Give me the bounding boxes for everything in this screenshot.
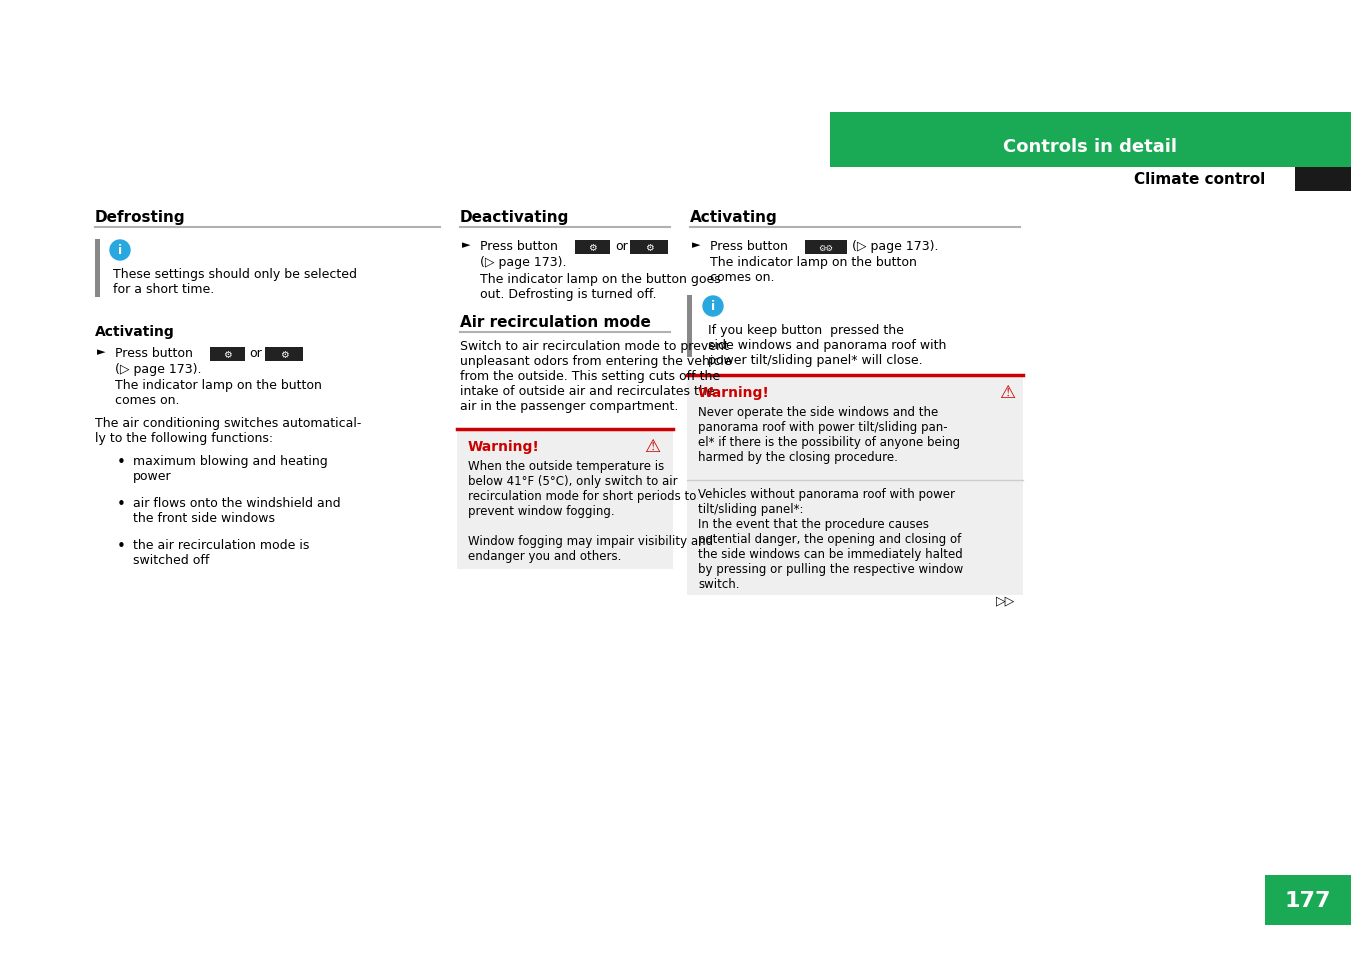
Text: ⚙⚙: ⚙⚙ [819,243,834,253]
Text: If you keep button  pressed the
side windows and panorama roof with
power tilt/s: If you keep button pressed the side wind… [708,324,946,367]
Bar [209,348,245,361]
Bar [630,241,667,254]
Text: When the outside temperature is
below 41°F (5°C), only switch to air
recirculati: When the outside temperature is below 41… [467,459,713,562]
Text: Warning!: Warning! [467,439,540,454]
Text: Defrosting: Defrosting [95,210,185,225]
Text: •: • [118,455,126,470]
Bar [95,240,100,297]
Text: Press button: Press button [711,240,788,253]
Text: air flows onto the windshield and
the front side windows: air flows onto the windshield and the fr… [132,497,340,524]
Text: Press button: Press button [115,347,193,359]
Bar [265,348,303,361]
Text: These settings should only be selected
for a short time.: These settings should only be selected f… [113,268,357,295]
Text: The indicator lamp on the button goes
out. Defrosting is turned off.: The indicator lamp on the button goes ou… [480,273,720,301]
Text: Climate control: Climate control [1133,172,1265,187]
Text: ⚙: ⚙ [588,243,596,253]
Text: the air recirculation mode is
switched off: the air recirculation mode is switched o… [132,538,309,566]
Text: The air conditioning switches automatical-
ly to the following functions:: The air conditioning switches automatica… [95,416,361,444]
Text: Activating: Activating [95,325,174,338]
Circle shape [109,241,130,261]
Text: ►: ► [97,347,105,356]
Text: maximum blowing and heating
power: maximum blowing and heating power [132,455,328,482]
Bar [805,241,847,254]
Text: •: • [118,497,126,512]
Text: i: i [118,244,122,257]
Bar [830,112,1351,168]
Text: ⚙: ⚙ [280,350,288,359]
Text: ⚙: ⚙ [223,350,231,359]
Text: (▷ page 173).: (▷ page 173). [852,240,939,253]
Text: Air recirculation mode: Air recirculation mode [459,314,651,330]
Text: •: • [118,538,126,554]
Bar [457,430,673,569]
Bar [688,295,692,357]
Text: Switch to air recirculation mode to prevent
unpleasant odors from entering the v: Switch to air recirculation mode to prev… [459,339,732,413]
Text: Never operate the side windows and the
panorama roof with power tilt/sliding pan: Never operate the side windows and the p… [698,406,961,463]
Text: The indicator lamp on the button
comes on.: The indicator lamp on the button comes o… [115,378,322,407]
Bar [1296,168,1351,192]
Bar [688,375,1023,596]
Text: Deactivating: Deactivating [459,210,569,225]
Text: or: or [615,240,628,253]
Text: (▷ page 173).: (▷ page 173). [115,363,201,375]
Text: Controls in detail: Controls in detail [1002,138,1177,156]
Text: (▷ page 173).: (▷ page 173). [480,255,566,269]
Text: i: i [711,300,715,314]
Bar [1265,875,1351,925]
Text: ►: ► [462,240,470,250]
Circle shape [703,296,723,316]
Text: ►: ► [692,240,701,250]
Text: The indicator lamp on the button
comes on.: The indicator lamp on the button comes o… [711,255,917,284]
Text: Activating: Activating [690,210,778,225]
Text: Warning!: Warning! [698,386,770,399]
Text: Vehicles without panorama roof with power
tilt/sliding panel*:
In the event that: Vehicles without panorama roof with powe… [698,488,963,590]
Text: Press button: Press button [480,240,558,253]
Text: ▷▷: ▷▷ [996,594,1015,606]
Text: ⚠: ⚠ [644,437,661,456]
Text: or: or [249,347,262,359]
Text: ⚙: ⚙ [644,243,654,253]
Bar [576,241,611,254]
Text: ⚠: ⚠ [998,384,1015,401]
Text: 177: 177 [1285,890,1331,910]
